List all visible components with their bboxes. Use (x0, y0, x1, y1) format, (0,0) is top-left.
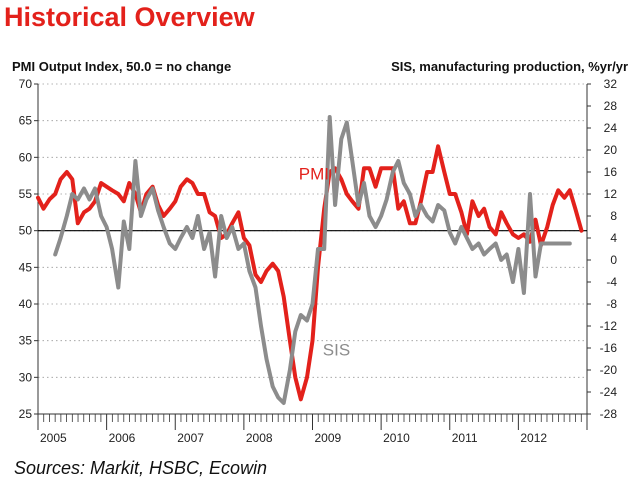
right-tick-label: 4 (610, 231, 617, 245)
grid-layer (38, 83, 587, 378)
left-tick-label: 45 (19, 260, 33, 274)
right-tick-label: -12 (600, 319, 618, 333)
left-tick-label: 55 (19, 187, 33, 201)
right-tick-label: 32 (604, 77, 618, 91)
label-layer: PMI SIS (299, 164, 350, 359)
sis-series-line (53, 115, 572, 405)
x-tick-label: 2006 (109, 431, 136, 445)
right-tick-label: -16 (600, 341, 618, 355)
left-tick-label: 25 (19, 407, 33, 421)
right-axis-label: SIS, manufacturing production, %yr/yr (391, 59, 628, 74)
x-tick-label: 2011 (452, 431, 478, 445)
right-tick-label: 0 (610, 253, 617, 267)
sis-series-label: SIS (323, 340, 350, 359)
left-axis-label: PMI Output Index, 50.0 = no change (12, 59, 232, 74)
left-tick-label: 50 (19, 224, 33, 238)
left-tick-label: 35 (19, 334, 33, 348)
source-note: Sources: Markit, HSBC, Ecowin (14, 458, 268, 478)
left-tick-label: 40 (19, 297, 33, 311)
pmi-series-line (36, 144, 584, 402)
right-tick-label: 8 (610, 209, 617, 223)
right-tick-label: -8 (606, 297, 617, 311)
left-tick-label: 65 (19, 114, 33, 128)
series-layer (36, 115, 584, 405)
left-tick-label: 30 (19, 370, 33, 384)
right-tick-label: -20 (600, 363, 618, 377)
x-tick-label: 2009 (315, 431, 342, 445)
left-tick-label: 70 (19, 77, 33, 91)
right-tick-label: -24 (600, 385, 618, 399)
x-tick-label: 2007 (177, 431, 204, 445)
x-tick-label: 2010 (383, 431, 410, 445)
pmi-series-label: PMI (299, 164, 329, 183)
axes-layer: 25 30 35 40 45 50 55 60 65 70 -28 -24 -20 -16 -12 -8 -4 0… (19, 77, 618, 445)
left-tick-label: 60 (19, 150, 33, 164)
right-tick-label: -4 (606, 275, 617, 289)
right-tick-label: 24 (604, 121, 618, 135)
x-tick-label: 2008 (246, 431, 273, 445)
x-tick-label: 2005 (40, 431, 67, 445)
x-tick-label: 2012 (520, 431, 547, 445)
right-tick-label: 16 (604, 165, 618, 179)
right-tick-label: 12 (604, 187, 618, 201)
right-tick-label: -28 (600, 407, 618, 421)
chart-title: Historical Overview (4, 2, 255, 32)
right-tick-label: 28 (604, 99, 618, 113)
right-tick-label: 20 (604, 143, 618, 157)
